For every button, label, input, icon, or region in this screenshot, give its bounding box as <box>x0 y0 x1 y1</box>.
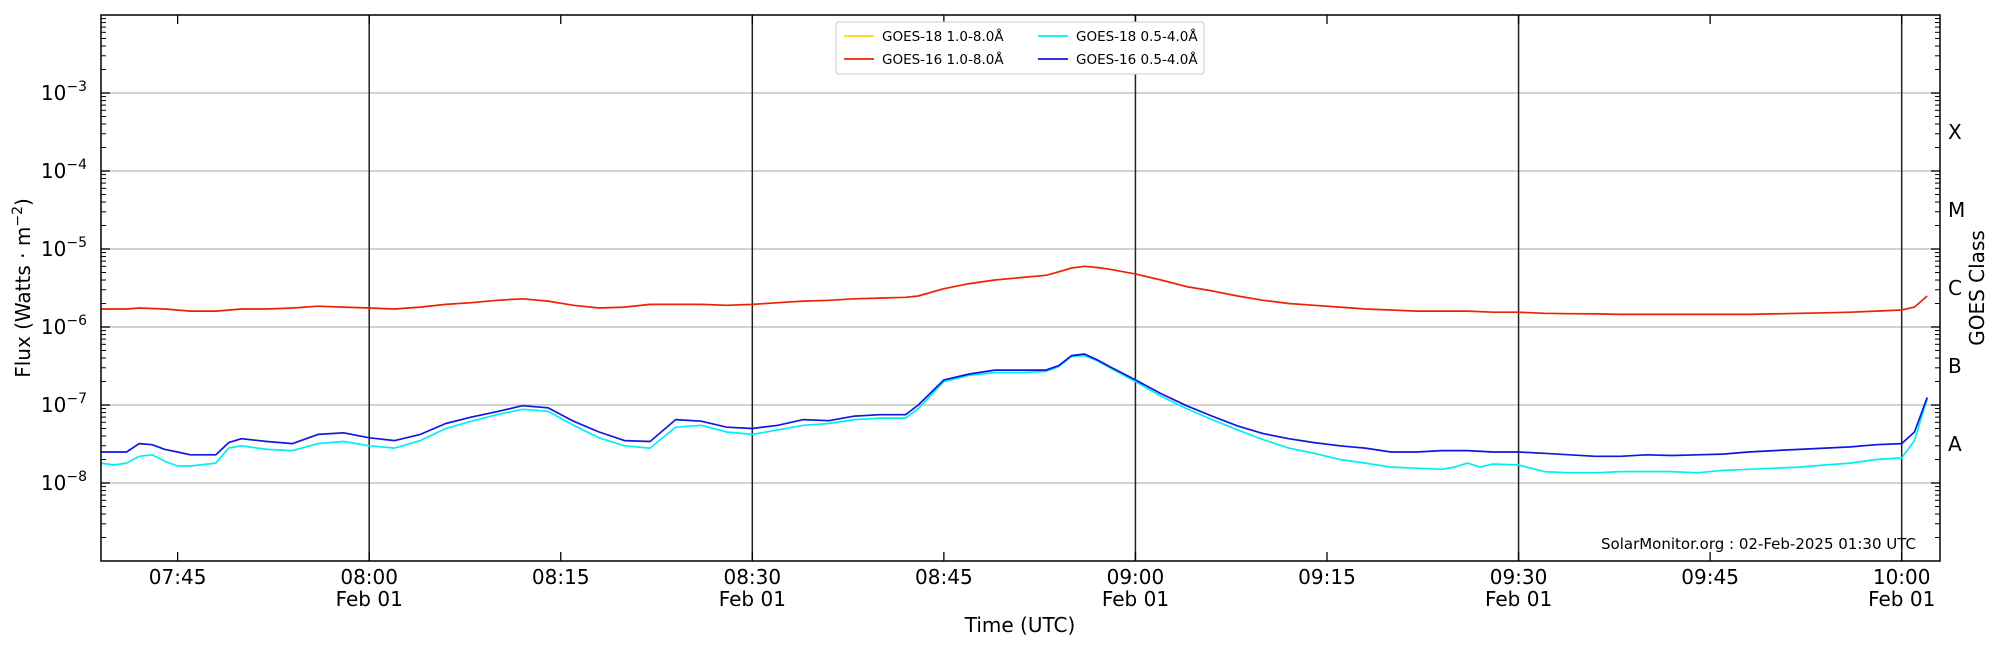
x-tick-label: 10:00 <box>1873 565 1931 589</box>
y-tick-label: 10−5 <box>41 235 87 261</box>
x-tick-date-label: Feb 01 <box>336 587 403 611</box>
y-tick-base: 10 <box>41 159 66 183</box>
y-tick-exponent: −4 <box>66 157 87 173</box>
y-tick-base: 10 <box>41 471 66 495</box>
right-axis-title: GOES Class <box>1965 230 1989 346</box>
y-tick-exponent: −6 <box>66 313 87 329</box>
x-tick-label: 09:15 <box>1298 565 1356 589</box>
y-tick-label: 10−8 <box>41 469 87 495</box>
legend-label: GOES-16 1.0-8.0Å <box>882 51 1004 68</box>
x-tick-label: 09:00 <box>1107 565 1165 589</box>
y-axis-title-prefix: Flux (Watts · m <box>11 227 35 378</box>
y-tick-base: 10 <box>41 237 66 261</box>
x-tick-label: 09:45 <box>1681 565 1739 589</box>
legend-box <box>835 21 1205 75</box>
y-tick-label: 10−3 <box>41 79 87 105</box>
plot-frame <box>100 14 1941 562</box>
legend-items: GOES-18 1.0-8.0Å GOES-16 1.0-8.0Å GOES-18 … <box>844 28 1198 68</box>
y-tick-exponent: −5 <box>66 235 87 251</box>
x-tick-label: 08:45 <box>915 565 973 589</box>
grid-layer <box>101 15 1940 561</box>
x-tick-label: 08:00 <box>340 565 398 589</box>
goes-class-label: A <box>1948 432 1962 456</box>
x-tick-date-label: Feb 01 <box>1868 587 1935 611</box>
goes-class-label: X <box>1948 120 1962 144</box>
y-tick-base: 10 <box>41 393 66 417</box>
y-tick-label: 10−7 <box>41 391 87 417</box>
y-axis-title-suffix: ) <box>11 198 35 206</box>
x-tick-date-label: Feb 01 <box>719 587 786 611</box>
x-tick-label: 09:30 <box>1490 565 1548 589</box>
y-axis-title: Flux (Watts · m−2) <box>10 198 35 378</box>
series-layer <box>100 265 1929 474</box>
goes-class-label: C <box>1948 276 1962 300</box>
goes-class-label: B <box>1948 354 1962 378</box>
series-line <box>101 265 1928 316</box>
y-axis-title-exp: −2 <box>10 206 26 227</box>
y-tick-base: 10 <box>41 81 66 105</box>
y-tick-exponent: −8 <box>66 469 87 485</box>
x-tick-label: 07:45 <box>149 565 207 589</box>
x-axis-title: Time (UTC) <box>964 613 1076 637</box>
legend-label: GOES-16 0.5-4.0Å <box>1076 51 1198 68</box>
x-tick-date-label: Feb 01 <box>1485 587 1552 611</box>
x-tick-label: 08:15 <box>532 565 590 589</box>
y-tick-exponent: −3 <box>66 79 87 95</box>
series-line <box>100 354 1929 474</box>
x-tick-date-label: Feb 01 <box>1102 587 1169 611</box>
legend: GOES-18 1.0-8.0Å GOES-16 1.0-8.0Å GOES-18 … <box>835 21 1205 75</box>
x-tick-label: 08:30 <box>723 565 781 589</box>
y-tick-base: 10 <box>41 315 66 339</box>
plot-background <box>101 15 1940 561</box>
y-tick-label: 10−4 <box>41 157 87 183</box>
series-line <box>101 353 1928 458</box>
y-tick-label: 10−6 <box>41 313 87 339</box>
y-tick-exponent: −7 <box>66 391 87 407</box>
legend-label: GOES-18 1.0-8.0Å <box>882 28 1004 45</box>
goes-class-label: M <box>1948 198 1965 222</box>
credit-text: SolarMonitor.org : 02-Feb-2025 01:30 UTC <box>1601 535 1916 553</box>
legend-label: GOES-18 0.5-4.0Å <box>1076 28 1198 45</box>
